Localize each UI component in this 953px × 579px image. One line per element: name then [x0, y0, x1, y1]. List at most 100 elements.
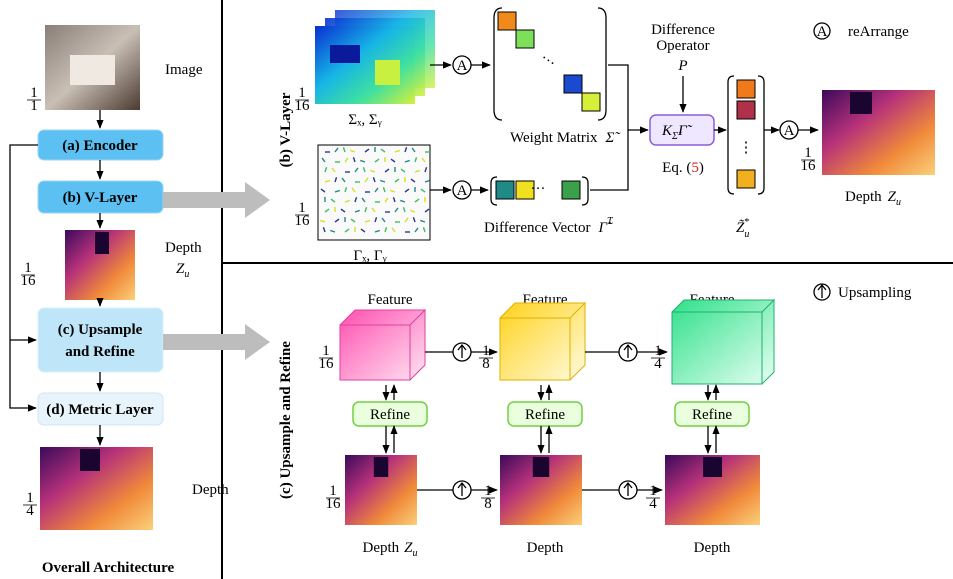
arrow-part: u: [896, 197, 901, 208]
scale-fraction: 14: [23, 490, 37, 519]
upsample-label: (c) Upsample: [58, 322, 143, 338]
feature-label: Feature: [368, 292, 413, 308]
rearrange-icon: A: [453, 56, 471, 74]
vlayer-label: (b) V-Layer: [63, 190, 138, 206]
scale-fraction: 116: [295, 85, 311, 114]
depth-label: Depth: [165, 240, 202, 256]
arrow-part: [582, 93, 600, 111]
arrow-part: [498, 12, 516, 30]
fraction-denominator: 4: [649, 496, 657, 512]
arrow: [608, 65, 648, 130]
depth-image-detail: [80, 449, 100, 471]
depth-label: DepthZu: [362, 540, 417, 559]
image-label: Image: [165, 62, 203, 78]
arrow-part: Difference Vector: [484, 220, 590, 236]
rearrange-legend-label: reArrange: [848, 24, 909, 40]
arrow-part: [330, 45, 360, 63]
depth-image-detail: [850, 92, 872, 114]
fraction-denominator: 4: [26, 503, 34, 519]
depth-image-detail: [95, 232, 109, 254]
fraction-denominator: 8: [484, 496, 492, 512]
upsample-label: and Refine: [65, 344, 135, 360]
feature-cube: [500, 303, 585, 380]
weight-matrix-label: Weight Matrix Σ̃: [510, 130, 620, 146]
arrow-part: [496, 181, 514, 199]
sigma-label: Σₓ, Σᵧ: [348, 112, 381, 128]
fraction-denominator: 16: [295, 213, 311, 229]
arrow-part: [758, 76, 764, 194]
scale-fraction: 116: [319, 343, 335, 372]
operator-title: Operator: [656, 38, 709, 54]
scale-fraction: 116: [801, 145, 817, 174]
operator-title: Difference: [651, 22, 715, 38]
depth-label-part: Depth: [527, 540, 564, 556]
arrow-part: ): [699, 160, 704, 176]
refine-label: Refine: [692, 407, 732, 423]
depth-label-part: Depth: [694, 540, 731, 556]
arrow-part: u: [744, 229, 749, 240]
arrow-part: 5: [691, 160, 699, 176]
operator-symbol: P: [677, 58, 687, 74]
scale-fraction: 14: [651, 343, 665, 372]
upsample-icon-arrow: [624, 483, 632, 496]
vlayer-depth-image: [822, 90, 935, 175]
scale-fraction: 116: [295, 200, 311, 229]
equation-ref: Eq. (5): [662, 160, 704, 176]
feature-cube: [340, 310, 425, 380]
output-vector: [728, 76, 764, 194]
depth-label: Depth: [694, 540, 731, 556]
scale-fraction: 18: [479, 343, 493, 372]
fraction-denominator: 16: [295, 98, 311, 114]
overall-title: Overall Architecture: [42, 560, 175, 576]
fraction-denominator: 16: [326, 496, 342, 512]
ellipsis: ···: [537, 50, 558, 72]
panel-arrow: [163, 182, 270, 218]
rearrange-symbol: A: [457, 183, 468, 199]
arrow-part: [582, 177, 588, 205]
rearrange-icon: A: [453, 181, 471, 199]
scale-fraction: 116: [21, 260, 37, 289]
depth-image-detail: [374, 457, 388, 477]
metric-label: (d) Metric Layer: [46, 402, 154, 418]
input-image-detail: [70, 55, 115, 85]
scale-fraction: 11: [27, 85, 41, 114]
panel-title: (c) Upsample and Refine: [278, 341, 294, 499]
scale-fraction: 116: [326, 483, 342, 512]
depth-image-detail: [703, 457, 722, 477]
panel-arrow: [163, 324, 270, 360]
panel-title: (b) V-Layer: [278, 92, 294, 167]
arrow-part: u: [184, 269, 189, 280]
gamma-label: Γₓ, Γᵧ: [353, 248, 386, 264]
arrow-part: Eq. (: [662, 160, 691, 176]
depth-label-part: u: [413, 548, 418, 559]
arrow-part: [516, 30, 534, 48]
arrow-part: T: [607, 216, 614, 227]
scale-fraction: 14: [646, 483, 660, 512]
encoder-label: (a) Encoder: [62, 138, 138, 154]
ellipsis: ···: [531, 181, 546, 197]
arrow-part: *: [744, 217, 749, 228]
fraction-denominator: 16: [801, 158, 817, 174]
gamma-field: [318, 145, 430, 240]
upsample-icon-arrow: [458, 345, 466, 358]
depth-image-detail: [533, 457, 549, 477]
upsample-icon-arrow: [624, 345, 632, 358]
arrow-part: Weight Matrix: [510, 130, 598, 146]
upsample-legend-label: Upsampling: [838, 285, 912, 301]
arrow-part: [564, 75, 582, 93]
fraction-denominator: 8: [482, 356, 490, 372]
fraction-denominator: 16: [21, 273, 37, 289]
z-tilde-label: Z̃u*: [736, 217, 749, 240]
arrow-part: [737, 170, 755, 188]
arrow-part: [562, 181, 580, 199]
fraction-denominator: 16: [319, 356, 335, 372]
final-depth-label: Depth: [192, 482, 229, 498]
arrow-part: Depth: [845, 189, 882, 205]
rearrange-symbol: A: [817, 24, 828, 40]
arrow-part: Σ̃: [605, 130, 621, 146]
scale-fraction: 18: [481, 483, 495, 512]
vlayer-depth-label: DepthZu: [845, 189, 901, 208]
feature-cube: [672, 300, 774, 384]
